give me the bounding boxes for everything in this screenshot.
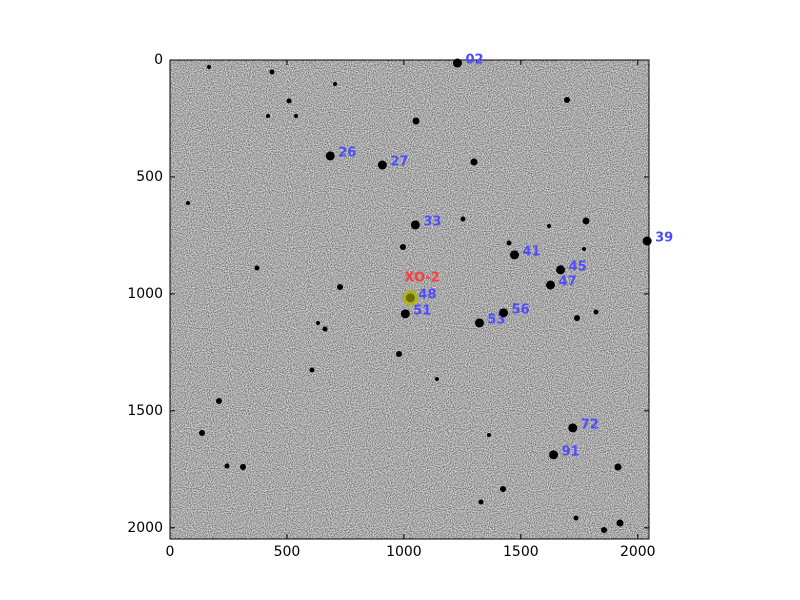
- star-label: 48: [418, 287, 436, 302]
- target-marker: [402, 290, 419, 306]
- y-tick-label: 1500: [127, 403, 163, 419]
- field-stars: [186, 65, 624, 533]
- x-tick-label: 500: [274, 544, 301, 560]
- star: [568, 423, 578, 433]
- star-label: 51: [413, 303, 431, 318]
- star: [499, 308, 509, 318]
- y-tick-label: 0: [154, 52, 163, 68]
- star-label: 39: [655, 231, 673, 246]
- x-tick-label: 0: [166, 544, 175, 560]
- x-tick-label: 2000: [620, 544, 656, 560]
- star-label: 26: [338, 145, 356, 160]
- plot-frame: [169, 59, 650, 540]
- star-label: 72: [581, 417, 599, 432]
- star-label: 45: [569, 259, 587, 274]
- y-tick-label: 500: [136, 169, 163, 185]
- star: [377, 160, 387, 170]
- star-label: 33: [423, 214, 441, 229]
- target-label: XO-2: [404, 270, 439, 285]
- star: [474, 318, 484, 328]
- x-tick-label: 1000: [386, 544, 422, 560]
- star: [325, 151, 335, 161]
- star-label: 41: [523, 244, 541, 259]
- star-label: 27: [390, 155, 408, 170]
- star: [556, 265, 566, 275]
- x-tick-label: 1500: [503, 544, 539, 560]
- y-tick-label: 1000: [127, 286, 163, 302]
- star-label: 56: [512, 302, 530, 317]
- star: [510, 250, 520, 260]
- star: [642, 236, 652, 246]
- star-label: 91: [562, 444, 580, 459]
- star: [400, 309, 410, 319]
- star-label: 02: [465, 53, 483, 68]
- star: [410, 220, 420, 230]
- star-label: 47: [559, 274, 577, 289]
- star: [549, 450, 559, 460]
- star: [452, 58, 462, 68]
- star: [546, 280, 556, 290]
- y-tick-label: 2000: [127, 520, 163, 536]
